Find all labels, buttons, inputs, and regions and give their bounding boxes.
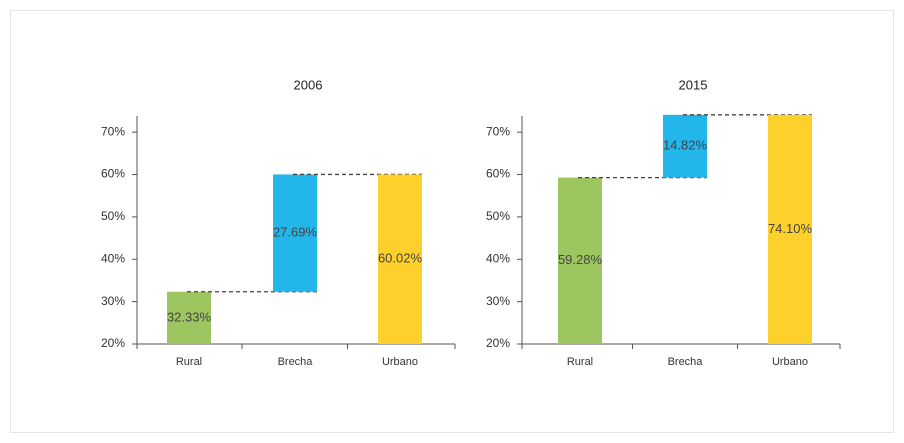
value-label: 59.28% [558,252,603,267]
y-tick-label: 70% [486,124,510,138]
bar [768,114,812,344]
y-tick-label: 70% [101,124,125,138]
chart-title: 2015 [679,77,708,92]
y-tick-label: 50% [101,209,125,223]
x-tick-label: Rural [176,356,202,368]
frame [10,10,894,433]
y-tick-label: 20% [101,336,125,350]
y-tick-label: 60% [101,167,125,181]
y-tick-label: 60% [486,167,510,181]
bar [558,177,602,344]
value-label: 27.69% [273,225,318,240]
chart-title: 2006 [294,77,323,92]
bar [273,174,317,292]
x-tick-label: Urbano [382,356,418,368]
x-tick-label: Brecha [668,356,704,368]
value-label: 60.02% [378,251,423,266]
y-tick-label: 40% [486,251,510,265]
y-tick-label: 20% [486,336,510,350]
y-tick-label: 50% [486,209,510,223]
y-tick-label: 30% [486,294,510,308]
bar [167,291,211,344]
value-label: 74.10% [768,221,813,236]
x-tick-label: Urbano [772,356,808,368]
value-label: 32.33% [167,309,212,324]
x-tick-label: Brecha [278,356,314,368]
bar [663,114,707,178]
y-tick-label: 30% [101,294,125,308]
bar [378,174,422,344]
x-tick-label: Rural [567,356,593,368]
value-label: 14.82% [663,138,708,153]
y-tick-label: 40% [101,251,125,265]
